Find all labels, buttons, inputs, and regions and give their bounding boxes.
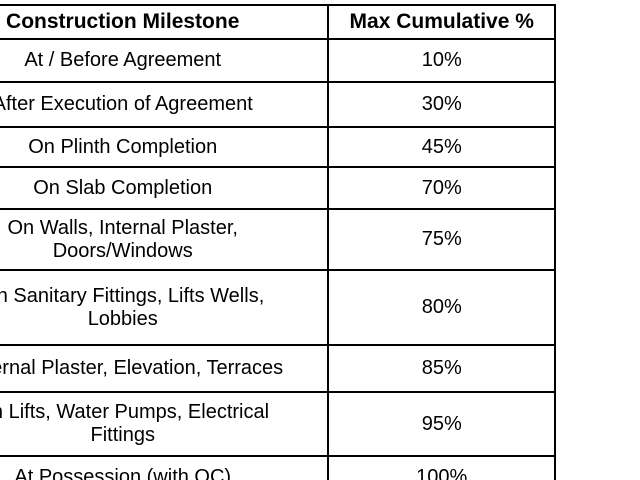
col-header-max-cumulative-percent: Max Cumulative % bbox=[327, 4, 556, 40]
percent-cell: 45% bbox=[327, 126, 556, 168]
table-row: After Execution of Agreement 30% bbox=[0, 81, 556, 128]
milestone-cell: On Slab Completion bbox=[0, 166, 330, 210]
milestone-line: On Walls, Internal Plaster, bbox=[7, 216, 238, 239]
milestone-cell: On Walls, Internal Plaster, Doors/Windows bbox=[0, 208, 330, 271]
milestone-line: At / Before Agreement bbox=[24, 49, 222, 71]
col-header-construction-milestone: Construction Milestone bbox=[0, 4, 330, 40]
milestone-line: Fittings bbox=[90, 424, 155, 446]
table-row: On Slab Completion 70% bbox=[0, 166, 556, 210]
milestone-cell: At Possession (with OC) bbox=[0, 455, 330, 480]
milestone-cell: After Execution of Agreement bbox=[0, 81, 330, 128]
milestone-line: After Execution of Agreement bbox=[0, 93, 253, 115]
table-row: At / Before Agreement 10% bbox=[0, 38, 556, 83]
milestone-line: External Plaster, Elevation, Terraces bbox=[0, 357, 284, 379]
table-row: On Walls, Internal Plaster, Doors/Windows… bbox=[0, 208, 556, 271]
milestone-line: Doors/Windows bbox=[52, 239, 193, 262]
percent-cell: 95% bbox=[327, 391, 556, 457]
milestone-line: On Lifts, Water Pumps, Electrical bbox=[0, 401, 270, 423]
table-row: On Plinth Completion 45% bbox=[0, 126, 556, 168]
milestone-cell: On Lifts, Water Pumps, Electrical Fitting… bbox=[0, 391, 330, 457]
table-row: At Possession (with OC) 100% bbox=[0, 455, 556, 480]
percent-cell: 70% bbox=[327, 166, 556, 210]
milestone-line: On Sanitary Fittings, Lifts Wells, bbox=[0, 284, 265, 307]
milestone-cell: At / Before Agreement bbox=[0, 38, 330, 83]
milestone-line: On Plinth Completion bbox=[28, 135, 218, 158]
percent-cell: 10% bbox=[327, 38, 556, 83]
percent-cell: 75% bbox=[327, 208, 556, 271]
table-row: On Lifts, Water Pumps, Electrical Fitting… bbox=[0, 391, 556, 457]
percent-cell: 85% bbox=[327, 344, 556, 393]
table-row: On Sanitary Fittings, Lifts Wells, Lobbie… bbox=[0, 269, 556, 346]
milestone-line: Lobbies bbox=[87, 307, 158, 330]
table-row: External Plaster, Elevation, Terraces 85… bbox=[0, 344, 556, 393]
milestone-cell: On Sanitary Fittings, Lifts Wells, Lobbie… bbox=[0, 269, 330, 346]
header-row: Construction Milestone Max Cumulative % bbox=[0, 4, 556, 40]
percent-cell: 100% bbox=[327, 455, 556, 480]
percent-cell: 30% bbox=[327, 81, 556, 128]
milestone-line: At Possession (with OC) bbox=[14, 466, 232, 480]
percent-cell: 80% bbox=[327, 269, 556, 346]
milestone-cell: On Plinth Completion bbox=[0, 126, 330, 168]
construction-milestones-table: Construction Milestone Max Cumulative % … bbox=[0, 4, 556, 480]
milestone-line: On Slab Completion bbox=[33, 176, 213, 199]
milestone-cell: External Plaster, Elevation, Terraces bbox=[0, 344, 330, 393]
